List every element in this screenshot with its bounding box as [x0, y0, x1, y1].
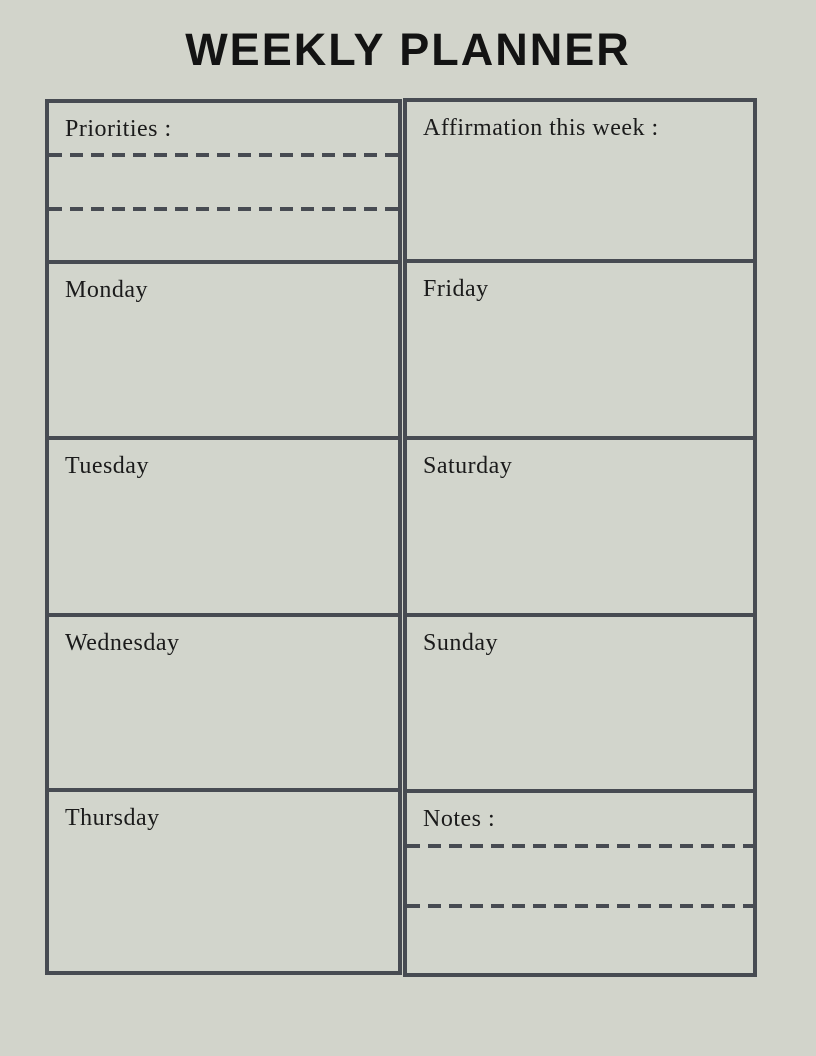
cell-thursday: Thursday: [49, 792, 398, 971]
cell-priorities: Priorities :: [49, 103, 398, 264]
sunday-label: Sunday: [423, 630, 498, 656]
dashed-writing-line: [49, 153, 398, 157]
cell-saturday: Saturday: [407, 440, 753, 617]
cell-sunday: Sunday: [407, 617, 753, 793]
tuesday-label: Tuesday: [65, 453, 149, 479]
right-column: Affirmation this week : Friday Saturday …: [403, 98, 757, 977]
dashed-writing-line: [49, 207, 398, 211]
thursday-label: Thursday: [65, 805, 160, 831]
dashed-writing-line: [407, 844, 753, 848]
cell-tuesday: Tuesday: [49, 440, 398, 617]
notes-label: Notes :: [423, 806, 496, 832]
wednesday-label: Wednesday: [65, 630, 180, 656]
monday-label: Monday: [65, 277, 148, 303]
cell-notes: Notes :: [407, 793, 753, 973]
cell-friday: Friday: [407, 263, 753, 440]
affirmation-label: Affirmation this week :: [423, 115, 659, 141]
cell-monday: Monday: [49, 264, 398, 440]
friday-label: Friday: [423, 276, 489, 302]
page-title: WEEKLY PLANNER: [185, 24, 631, 75]
cell-wednesday: Wednesday: [49, 617, 398, 792]
saturday-label: Saturday: [423, 453, 513, 479]
priorities-label: Priorities :: [65, 116, 172, 142]
cell-affirmation: Affirmation this week :: [407, 102, 753, 263]
left-column: Priorities : Monday Tuesday Wednesday Th…: [45, 99, 402, 975]
dashed-writing-line: [407, 904, 753, 908]
